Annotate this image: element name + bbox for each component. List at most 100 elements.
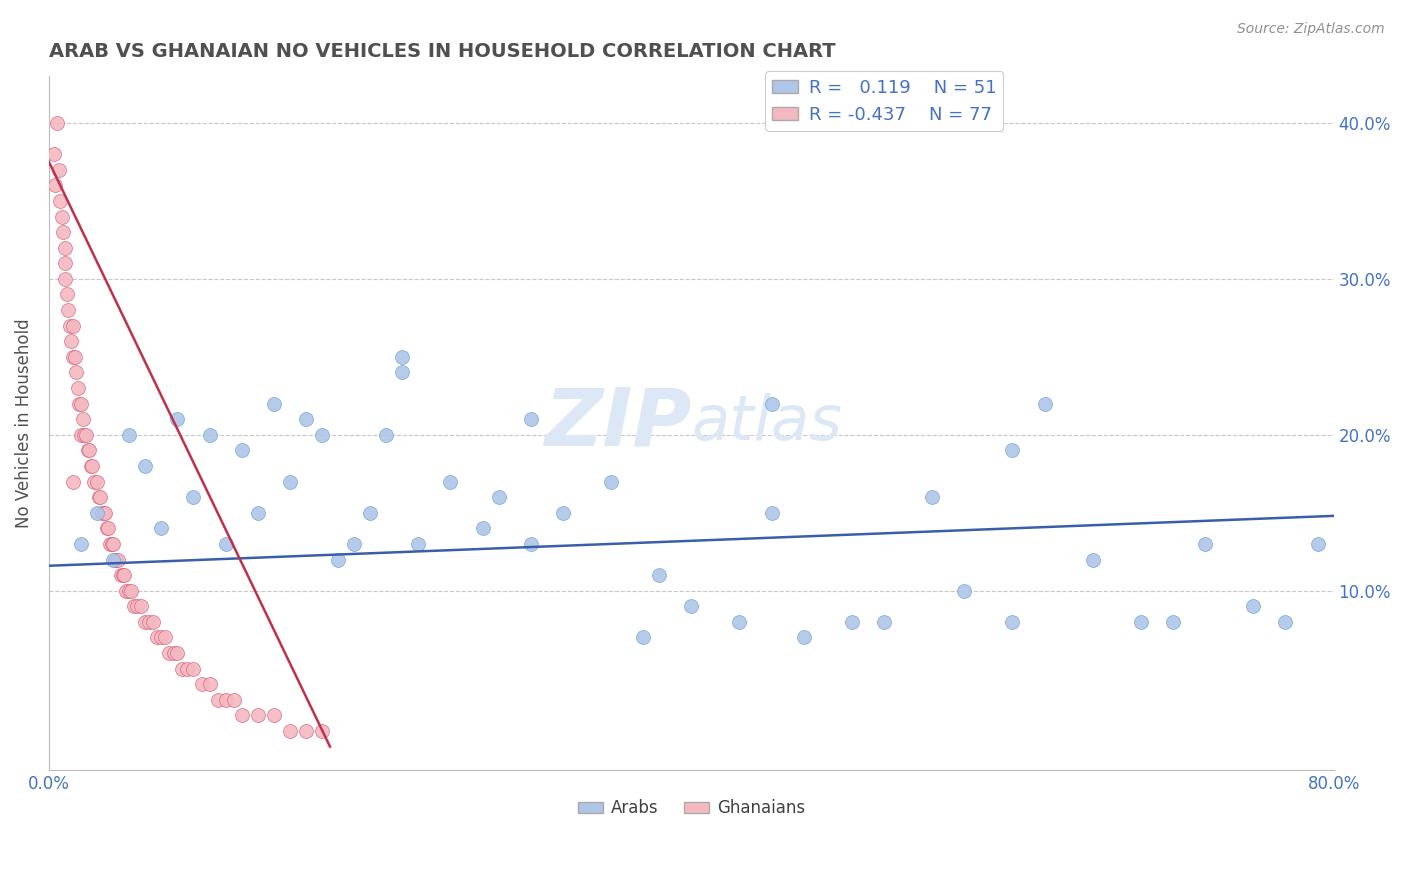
Point	[311, 724, 333, 739]
Point	[70, 396, 93, 410]
Point	[761, 396, 783, 410]
Point	[97, 521, 120, 535]
Point	[166, 646, 188, 660]
Point	[70, 427, 93, 442]
Point	[53, 241, 76, 255]
Point	[104, 552, 127, 566]
Point	[127, 599, 149, 614]
Point	[214, 537, 236, 551]
Point	[214, 693, 236, 707]
Point	[246, 708, 269, 723]
Point	[1001, 615, 1024, 629]
Point	[921, 490, 943, 504]
Point	[111, 568, 134, 582]
Point	[519, 412, 541, 426]
Point	[793, 631, 815, 645]
Point	[198, 677, 221, 691]
Point	[153, 631, 176, 645]
Point	[118, 583, 141, 598]
Point	[1081, 552, 1104, 566]
Point	[62, 350, 84, 364]
Point	[48, 162, 70, 177]
Point	[263, 396, 285, 410]
Point	[122, 599, 145, 614]
Point	[391, 350, 413, 364]
Point	[231, 443, 253, 458]
Point	[176, 662, 198, 676]
Point	[183, 662, 205, 676]
Point	[62, 318, 84, 333]
Point	[278, 724, 301, 739]
Point	[1161, 615, 1184, 629]
Point	[488, 490, 510, 504]
Point	[953, 583, 976, 598]
Point	[100, 537, 122, 551]
Point	[198, 427, 221, 442]
Point	[150, 521, 173, 535]
Point	[58, 303, 80, 318]
Point	[91, 506, 114, 520]
Point	[295, 724, 318, 739]
Text: ARAB VS GHANAIAN NO VEHICLES IN HOUSEHOLD CORRELATION CHART: ARAB VS GHANAIAN NO VEHICLES IN HOUSEHOL…	[49, 42, 835, 61]
Point	[72, 412, 94, 426]
Point	[138, 615, 160, 629]
Point	[263, 708, 285, 723]
Point	[103, 552, 125, 566]
Point	[183, 490, 205, 504]
Point	[53, 256, 76, 270]
Point	[77, 443, 100, 458]
Point	[73, 427, 96, 442]
Point	[53, 272, 76, 286]
Point	[359, 506, 381, 520]
Point	[51, 210, 73, 224]
Point	[60, 334, 83, 349]
Point	[375, 427, 398, 442]
Point	[118, 427, 141, 442]
Point	[163, 646, 186, 660]
Point	[52, 225, 75, 239]
Point	[166, 412, 188, 426]
Point	[42, 147, 65, 161]
Point	[98, 537, 121, 551]
Point	[246, 506, 269, 520]
Point	[93, 506, 115, 520]
Point	[87, 490, 110, 504]
Legend: Arabs, Ghanaians: Arabs, Ghanaians	[571, 793, 811, 824]
Point	[648, 568, 671, 582]
Point	[129, 599, 152, 614]
Point	[391, 366, 413, 380]
Point	[107, 552, 129, 566]
Point	[190, 677, 212, 691]
Point	[105, 552, 128, 566]
Text: atlas: atlas	[692, 393, 842, 453]
Point	[1001, 443, 1024, 458]
Point	[1274, 615, 1296, 629]
Point	[841, 615, 863, 629]
Point	[46, 116, 69, 130]
Point	[82, 458, 104, 473]
Point	[63, 350, 86, 364]
Point	[343, 537, 366, 551]
Point	[115, 583, 138, 598]
Point	[1033, 396, 1056, 410]
Point	[1194, 537, 1216, 551]
Point	[728, 615, 751, 629]
Point	[681, 599, 703, 614]
Point	[69, 396, 91, 410]
Point	[408, 537, 430, 551]
Point	[873, 615, 896, 629]
Point	[114, 568, 136, 582]
Point	[519, 537, 541, 551]
Point	[142, 615, 165, 629]
Point	[439, 475, 461, 489]
Point	[76, 443, 98, 458]
Point	[49, 194, 72, 208]
Point	[62, 475, 84, 489]
Point	[600, 475, 623, 489]
Point	[278, 475, 301, 489]
Point	[157, 646, 180, 660]
Point	[207, 693, 229, 707]
Point	[103, 537, 125, 551]
Point	[65, 366, 87, 380]
Point	[120, 583, 142, 598]
